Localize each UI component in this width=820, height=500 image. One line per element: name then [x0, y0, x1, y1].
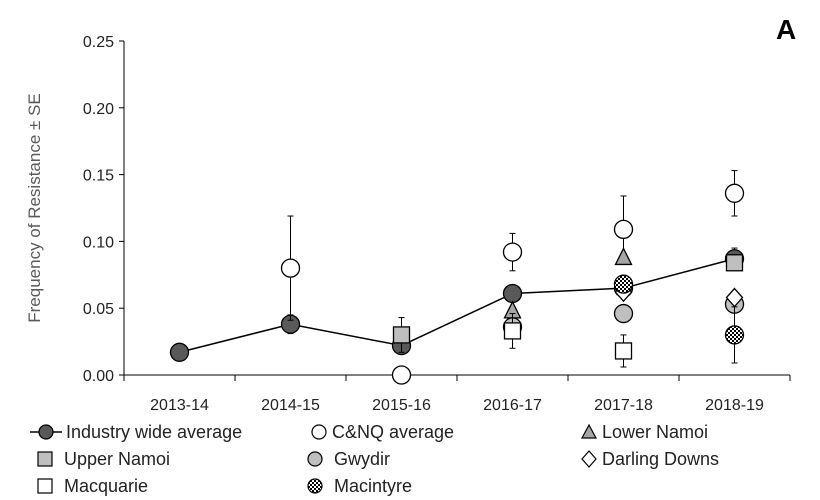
data-point	[392, 326, 411, 344]
circle-grey-icon	[307, 451, 323, 467]
data-point	[613, 219, 634, 240]
data-point	[614, 246, 633, 266]
diamond-white-icon	[581, 450, 597, 468]
y-tick-label: 0.00	[83, 368, 114, 385]
series-industry-wide-average	[169, 247, 745, 362]
data-point	[391, 365, 412, 385]
legend-label: Gwydir	[334, 448, 391, 469]
y-tick-label: 0.05	[83, 301, 114, 318]
square-white-icon	[37, 478, 53, 494]
legend-item-macquarie: Macquarie	[36, 472, 148, 500]
series-upper-namoi	[392, 254, 744, 353]
circle-white-icon	[311, 424, 327, 440]
line-circle-dark-icon	[30, 424, 62, 440]
series-darling-downs	[614, 282, 744, 308]
data-point	[613, 274, 634, 294]
chart-plot-area: 0.00 0.05 0.10 0.15 0.20 0.25 2013-14 2014-15 20…	[25, 34, 791, 414]
legend-item-macintyre: Macintyre	[306, 472, 412, 500]
data-point	[724, 325, 745, 345]
y-tick-label: 0.10	[83, 234, 114, 251]
legend-item-gwydir: Gwydir	[306, 445, 390, 473]
legend-item-cnq-average: C&NQ average	[310, 418, 454, 446]
data-point	[725, 254, 744, 272]
data-point	[614, 342, 633, 360]
legend-label: Macquarie	[64, 475, 149, 496]
square-grey-icon	[37, 451, 53, 467]
series-c-nq-average	[280, 170, 745, 385]
x-tick-label: 2018-19	[705, 397, 764, 414]
y-tick-label: 0.20	[83, 101, 114, 118]
y-axis-title: Frequency of Resistance ± SE	[25, 93, 44, 323]
data-point	[280, 258, 301, 278]
legend-label: Macintyre	[334, 475, 413, 496]
panel-label: A	[776, 14, 797, 45]
data-point	[502, 242, 523, 262]
legend-label: Darling Downs	[602, 448, 720, 469]
triangle-grey-icon	[580, 423, 598, 439]
x-tick-label: 2016-17	[483, 397, 542, 414]
circle-checkered-icon	[307, 478, 323, 494]
legend-item-darling-downs: Darling Downs	[580, 445, 719, 473]
data-point	[724, 183, 745, 203]
series-line	[179, 258, 735, 354]
legend-label: Lower Namoi	[602, 421, 709, 442]
legend-item-industry-wide-average: Industry wide average	[30, 418, 242, 446]
x-tick-label: 2015-16	[372, 397, 431, 414]
y-tick-label: 0.15	[83, 168, 114, 185]
data-point	[503, 322, 522, 340]
chart-legend: Industry wide average C&NQ average Lower…	[0, 416, 820, 500]
y-tick-label: 0.25	[83, 34, 114, 51]
series-macintyre	[613, 274, 745, 364]
legend-item-upper-namoi: Upper Namoi	[36, 445, 170, 473]
x-tick-label: 2013-14	[150, 397, 209, 414]
data-point	[502, 283, 523, 304]
legend-label: Industry wide average	[66, 421, 243, 442]
series-lower-namoi	[503, 246, 633, 319]
data-point	[169, 342, 190, 362]
x-tick-label: 2017-18	[594, 397, 653, 414]
data-point	[613, 303, 634, 324]
x-tick-label: 2014-15	[261, 397, 320, 414]
legend-item-lower-namoi: Lower Namoi	[580, 418, 708, 446]
legend-label: Upper Namoi	[64, 448, 171, 469]
legend-label: C&NQ average	[332, 421, 455, 442]
series-macquarie	[503, 313, 633, 368]
